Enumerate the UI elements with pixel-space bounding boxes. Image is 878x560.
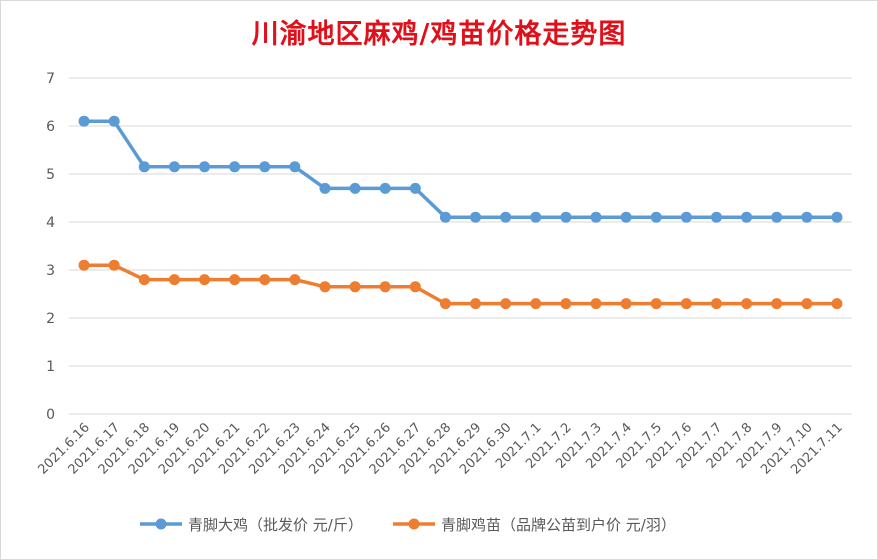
- data-point: [409, 182, 421, 194]
- data-point: [470, 298, 482, 310]
- data-point: [168, 161, 180, 173]
- y-axis-tick-labels: 0 1 2 3 4 5 6 7: [46, 71, 55, 423]
- data-point: [801, 211, 813, 223]
- data-point: [710, 211, 722, 223]
- legend: 青脚大鸡（批发价 元/斤） 青脚鸡苗（品牌公苗到户价 元/羽）: [140, 516, 676, 534]
- data-point: [771, 211, 783, 223]
- data-point: [500, 211, 512, 223]
- data-point: [138, 274, 150, 286]
- data-point: [500, 298, 512, 310]
- data-point: [78, 259, 90, 271]
- legend-marker: [155, 518, 167, 530]
- series-1: [78, 115, 843, 223]
- data-point: [199, 274, 211, 286]
- data-point: [650, 211, 662, 223]
- data-point: [530, 298, 542, 310]
- data-point: [530, 211, 542, 223]
- y-tick-label: 7: [46, 71, 55, 87]
- series-2: [78, 259, 843, 310]
- y-tick-label: 3: [46, 263, 55, 279]
- data-point: [620, 211, 632, 223]
- legend-item-2: 青脚鸡苗（品牌公苗到户价 元/羽）: [393, 516, 676, 534]
- data-point: [831, 298, 843, 310]
- data-point: [560, 298, 572, 310]
- y-tick-label: 4: [46, 215, 55, 231]
- data-point: [470, 211, 482, 223]
- data-point: [409, 281, 421, 293]
- data-point: [168, 274, 180, 286]
- legend-label: 青脚鸡苗（品牌公苗到户价 元/羽）: [441, 516, 676, 534]
- data-point: [349, 281, 361, 293]
- data-point: [319, 182, 331, 194]
- chart-title: 川渝地区麻鸡/鸡苗价格走势图: [251, 19, 627, 50]
- data-point: [289, 161, 301, 173]
- data-point: [259, 161, 271, 173]
- legend-label: 青脚大鸡（批发价 元/斤）: [188, 516, 363, 534]
- data-point: [680, 298, 692, 310]
- data-point: [379, 182, 391, 194]
- data-point: [199, 161, 211, 173]
- data-point: [771, 298, 783, 310]
- data-point: [741, 298, 753, 310]
- legend-marker: [408, 518, 420, 530]
- data-point: [259, 274, 271, 286]
- y-tick-label: 2: [46, 311, 55, 327]
- data-point: [590, 298, 602, 310]
- data-point: [379, 281, 391, 293]
- y-tick-label: 6: [46, 119, 55, 135]
- gridlines: [69, 77, 852, 415]
- data-point: [801, 298, 813, 310]
- data-point: [831, 211, 843, 223]
- data-point: [229, 161, 241, 173]
- data-point: [319, 281, 331, 293]
- data-point: [108, 259, 120, 271]
- data-point: [680, 211, 692, 223]
- data-point: [560, 211, 572, 223]
- legend-item-1: 青脚大鸡（批发价 元/斤）: [140, 516, 363, 534]
- data-point: [439, 211, 451, 223]
- data-point: [78, 115, 90, 127]
- data-point: [138, 161, 150, 173]
- data-point: [650, 298, 662, 310]
- series-layer: [78, 115, 843, 310]
- y-tick-label: 0: [46, 407, 55, 423]
- data-point: [741, 211, 753, 223]
- data-point: [229, 274, 241, 286]
- y-tick-label: 5: [46, 167, 55, 183]
- data-point: [710, 298, 722, 310]
- data-point: [590, 211, 602, 223]
- data-point: [620, 298, 632, 310]
- data-point: [108, 115, 120, 127]
- data-point: [439, 298, 451, 310]
- data-point: [349, 182, 361, 194]
- data-point: [289, 274, 301, 286]
- y-tick-label: 1: [46, 359, 55, 375]
